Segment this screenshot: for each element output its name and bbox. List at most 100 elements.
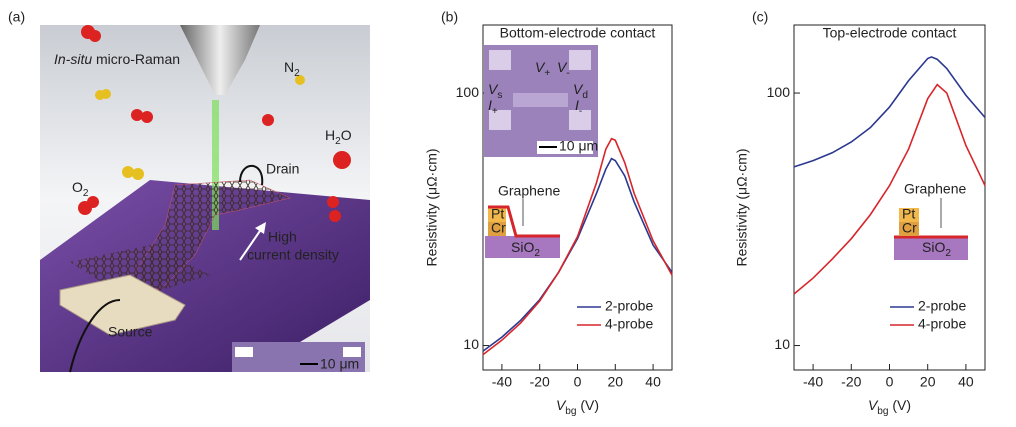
molecule: [89, 30, 101, 42]
graphene-label: Graphene: [904, 181, 966, 197]
legend-label: 2-probe: [605, 298, 653, 314]
sio2-label-part: SiO: [511, 239, 534, 255]
cr: [899, 222, 919, 236]
sio2-label-part: 2: [945, 248, 951, 259]
n2-label-part: 2: [294, 68, 300, 79]
legend-label: 4-probe: [605, 316, 653, 332]
x-axis-label: Vbg (V): [556, 397, 599, 417]
x-axis-label-part: bg: [565, 406, 576, 417]
pt-label: Pt: [491, 206, 504, 222]
objective: [180, 25, 260, 95]
x-axis-label-part: (V): [577, 397, 600, 413]
n2-label: N2: [284, 59, 300, 79]
h2o-label-part: 2: [335, 136, 341, 147]
micrograph-inset: [232, 342, 365, 372]
pt-label: Pt: [902, 206, 915, 222]
legend-label: 2-probe: [918, 298, 966, 314]
sio2-label-part: SiO: [922, 239, 945, 255]
x-tick-label: 0: [886, 374, 894, 390]
molecule: [132, 168, 144, 180]
molecule: [327, 196, 339, 208]
y-tick-label: 100: [456, 84, 480, 100]
y-axis-label: Resistivity (μΩ·cm): [734, 148, 750, 266]
panel-label: (b): [441, 9, 458, 25]
raman-label-part: micro-Raman: [92, 51, 180, 67]
h2o-label: H2O: [325, 127, 352, 147]
molecule: [295, 75, 305, 85]
electrode-label-part: V: [535, 59, 546, 75]
electrode-label: Vs: [488, 81, 502, 101]
raman-label-part: In-situ: [54, 51, 92, 67]
arrowhead: [255, 222, 266, 234]
electrode: [235, 347, 253, 357]
molecule: [141, 111, 153, 123]
y-tick-label: 10: [463, 336, 479, 352]
scale-label: 10 μm: [559, 138, 598, 154]
x-tick-label: -20: [841, 374, 861, 390]
x-axis-label-part: V: [556, 397, 567, 413]
channel: [513, 93, 568, 107]
graphene: [488, 205, 560, 238]
graphene-label: Graphene: [498, 183, 560, 199]
y-tick-label: 100: [767, 84, 791, 100]
electrode: [343, 347, 361, 357]
chart-title: Bottom-electrode contact: [500, 25, 656, 41]
data-line: [793, 83, 986, 295]
x-tick-label: -40: [492, 374, 512, 390]
electrode-label: V-: [557, 59, 570, 79]
x-axis-label-part: (V): [889, 397, 912, 413]
electrode-label-part: I: [575, 97, 579, 113]
electrode-label-part: V: [488, 81, 499, 97]
panel-label: (a): [8, 9, 25, 25]
wire: [69, 299, 121, 373]
pt: [488, 208, 506, 222]
electrode-label-part: s: [497, 90, 502, 101]
data-line: [482, 157, 673, 352]
pt: [899, 208, 919, 222]
h2o-label-part: O: [341, 127, 352, 143]
x-tick-label: 0: [574, 374, 582, 390]
x-tick-label: -20: [530, 374, 550, 390]
raman-label: In-situ micro-Raman: [54, 51, 180, 67]
legend-label: 4-probe: [918, 316, 966, 332]
electrode-label-part: V: [573, 81, 584, 97]
electrode-label-part: -: [579, 106, 582, 117]
data-line: [793, 56, 986, 168]
molecule: [122, 166, 134, 178]
sio2-label: SiO2: [922, 239, 951, 259]
molecules: [78, 25, 351, 222]
molecule: [333, 151, 351, 169]
electrode-label-part: d: [582, 90, 588, 101]
h2o-label-part: H: [325, 127, 335, 143]
scale-bg: [537, 141, 593, 154]
electrode-label-part: +: [492, 106, 498, 117]
panel-label: (c): [752, 9, 768, 25]
source-label: Source: [108, 324, 153, 340]
cr-label: Cr: [491, 220, 506, 236]
cr-label: Cr: [902, 220, 917, 236]
pad: [489, 50, 511, 70]
pad: [569, 50, 591, 70]
molecule: [131, 109, 143, 121]
electrode-label: I+: [488, 97, 498, 117]
n2-label-part: N: [284, 59, 294, 75]
data-line: [482, 137, 673, 356]
sio2-label-part: 2: [534, 248, 540, 259]
sio2-label: SiO2: [511, 239, 540, 259]
pad: [489, 110, 511, 130]
x-tick-label: -40: [803, 374, 823, 390]
arrow-label: High: [268, 229, 297, 245]
sio2: [894, 238, 968, 260]
wire: [239, 164, 264, 186]
molecule: [262, 114, 274, 126]
sio2: [485, 236, 560, 258]
electrode-label: I-: [575, 97, 582, 117]
scale-label: 10 μm: [320, 356, 359, 372]
molecule: [101, 89, 111, 99]
x-axis-label-part: V: [868, 397, 879, 413]
electrode-label-part: +: [544, 68, 550, 79]
chart-title: Top-electrode contact: [823, 25, 957, 41]
x-tick-label: 40: [958, 374, 974, 390]
electrode-label-part: -: [566, 68, 569, 79]
